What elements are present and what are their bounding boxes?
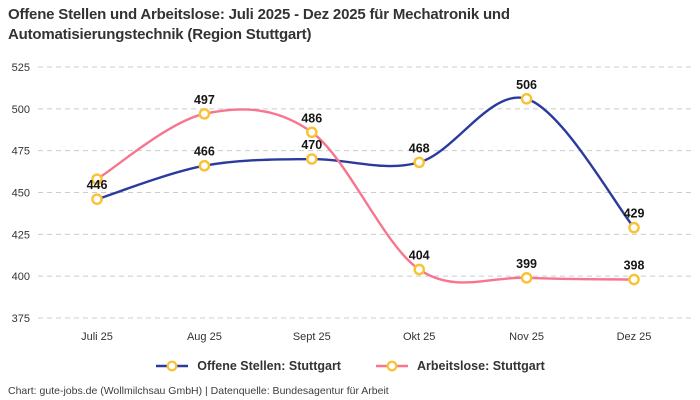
data-point-marker [91,193,103,205]
y-tick-label: 450 [12,188,30,200]
data-point-marker [520,272,533,284]
data-point-label: 399 [516,257,537,271]
y-tick-label: 525 [12,62,30,74]
x-tick-label: Okt 25 [403,331,435,343]
data-point-label: 404 [409,248,430,262]
data-point-label: 497 [194,93,215,107]
data-point-label: 398 [624,259,645,273]
line-chart-plot: 375 400 425 450 475 500 525 Juli 25 Aug 25 Sept … [12,62,693,343]
y-tick-label: 475 [12,146,30,158]
x-tick-label: Aug 25 [187,331,222,343]
data-point-label: 468 [409,141,430,155]
data-point-marker [628,221,640,234]
data-point-marker [305,153,318,165]
data-point-marker [91,173,103,185]
data-point-label: 466 [194,145,215,159]
legend-marker-circle-icon [166,360,178,372]
data-point-marker [198,159,211,172]
data-labels: 446 466 470 468 506 429 497 486 404 399 398 [87,78,645,273]
data-point-label: 429 [624,207,645,221]
data-point-label: 470 [301,138,322,152]
data-point-marker [305,126,318,139]
chart-title: Offene Stellen und Arbeitslose: Juli 202… [8,6,510,43]
data-point-label: 446 [87,178,108,192]
series-line [95,108,636,284]
series-line [95,96,636,229]
data-point-marker [198,108,211,120]
y-tick-label: 375 [12,313,30,325]
data-point-label: 486 [301,111,322,125]
x-tick-label: Sept 25 [293,331,331,343]
source-credit: Chart: gute-jobs.de (Wollmilchsau GmbH) … [8,385,389,397]
legend-item-arbeitslose[interactable]: Arbeitslose: Stuttgart [375,359,545,373]
y-tick-label: 500 [12,104,30,116]
x-tick-label: Nov 25 [509,331,544,343]
legend: Offene Stellen: Stuttgart Arbeitslose: S… [0,359,700,373]
data-point-label: 506 [516,78,537,92]
x-axis-labels: Juli 25 Aug 25 Sept 25 Okt 25 Nov 25 Dez 25 [81,331,651,343]
y-tick-label: 400 [12,271,30,283]
legend-swatch-arbeitslose [375,360,408,372]
x-tick-label: Dez 25 [617,331,652,343]
data-point-marker [413,263,426,276]
data-point-marker [413,156,426,169]
x-tick-label: Juli 25 [81,331,113,343]
y-tick-label: 425 [12,229,30,241]
data-point-marker [628,273,640,286]
legend-label-offene-stellen: Offene Stellen: Stuttgart [197,359,341,373]
gridlines [38,66,693,319]
legend-label-arbeitslose: Arbeitslose: Stuttgart [416,359,545,373]
legend-item-offene-stellen[interactable]: Offene Stellen: Stuttgart [155,359,341,373]
legend-swatch-offene-stellen [156,360,189,372]
data-point-marker [520,92,533,105]
series-lines [91,92,640,286]
y-axis-labels: 375 400 425 450 475 500 525 [12,62,30,325]
legend-marker-circle-icon [386,360,398,372]
